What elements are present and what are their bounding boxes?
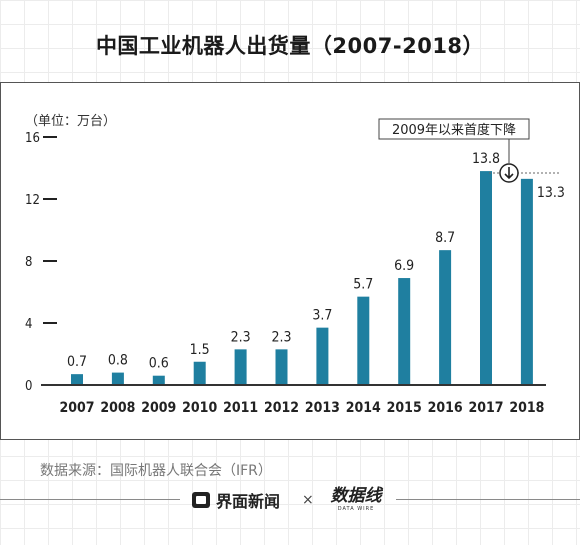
x-tick-label: 2010 — [182, 400, 217, 416]
down-arrow-glyph — [504, 167, 514, 180]
y-tick-label: 16 — [25, 131, 40, 146]
footer-rule-left — [0, 499, 180, 500]
bar-2015 — [398, 278, 411, 385]
y-tick-label: 8 — [25, 255, 32, 270]
bar-2008 — [111, 372, 124, 385]
y-axis: 0 4 8 12 16 — [25, 131, 57, 394]
jiemian-logo-icon — [192, 492, 210, 508]
brand-datawire: 数据线 DATA WIRE — [330, 486, 382, 514]
x-tick-label: 2013 — [305, 400, 340, 416]
y-tick-label: 4 — [25, 317, 32, 332]
annotation-box — [378, 118, 530, 140]
value-label: 0.7 — [67, 354, 87, 370]
source-note: 数据来源：国际机器人联合会（IFR） — [40, 463, 272, 479]
bar-2016 — [439, 250, 452, 385]
bar-2017 — [480, 171, 492, 385]
bar-chart: （单位：万台） 0 4 8 12 16 0.7 0.8 0.6 1.5 2.3 2.3 3.7 5.7… — [25, 114, 565, 416]
brand-jiemian: 界面新闻 — [192, 486, 280, 514]
brand-datawire-sub: DATA WIRE — [337, 506, 375, 512]
footer-rule-right — [396, 499, 580, 500]
value-label: 0.6 — [149, 356, 169, 372]
chart-title: 中国工业机器人出货量（2007-2018） — [95, 34, 485, 58]
x-tick-label: 2015 — [387, 400, 422, 416]
x-axis-labels: 2007 2008 2009 2010 2011 2012 2013 2014 2015 2016… — [59, 400, 544, 416]
bar-2009 — [152, 375, 165, 385]
brand-jiemian-text: 界面新闻 — [216, 492, 281, 511]
bar-2007 — [71, 374, 83, 385]
x-tick-label: 2012 — [264, 400, 299, 416]
brand-separator: × — [302, 492, 314, 508]
x-tick-label: 2007 — [59, 400, 94, 416]
annotation-callout: 2009年以来首度下降 — [378, 118, 561, 183]
value-label: 3.7 — [312, 308, 332, 324]
value-label: 5.7 — [353, 277, 373, 293]
x-tick-label: 2011 — [223, 400, 258, 416]
bar-2013 — [316, 327, 329, 385]
bars — [71, 171, 533, 385]
bar-2012 — [275, 349, 288, 385]
y-tick-label: 0 — [25, 379, 32, 394]
footer-branding: 界面新闻 × 数据线 DATA WIRE — [0, 486, 580, 514]
value-labels: 0.7 0.8 0.6 1.5 2.3 2.3 3.7 5.7 6.9 8.7 13.8 13.3 — [67, 151, 565, 372]
x-tick-label: 2016 — [428, 400, 463, 416]
value-label: 0.8 — [108, 353, 128, 369]
annotation-text: 2009年以来首度下降 — [392, 122, 516, 138]
brand-datawire-text: 数据线 — [330, 486, 382, 506]
unit-label: （单位：万台） — [25, 114, 116, 129]
value-label: 8.7 — [435, 230, 455, 246]
x-tick-label: 2018 — [509, 400, 544, 416]
bar-2014 — [357, 296, 370, 385]
x-tick-label: 2017 — [468, 400, 503, 416]
y-tick-label: 12 — [25, 193, 40, 208]
value-label: 2.3 — [231, 329, 251, 345]
chart-panel: （单位：万台） 0 4 8 12 16 0.7 0.8 0.6 1.5 2.3 2.3 3.7 5.7… — [0, 82, 580, 440]
value-label: 6.9 — [394, 258, 414, 274]
x-tick-label: 2014 — [346, 400, 381, 416]
value-label: 13.3 — [537, 185, 565, 201]
value-label: 13.8 — [472, 151, 500, 167]
bar-2010 — [193, 361, 206, 385]
value-label: 1.5 — [190, 342, 210, 358]
x-tick-label: 2009 — [141, 400, 176, 416]
x-tick-label: 2008 — [100, 400, 135, 416]
bar-2018 — [520, 178, 533, 385]
bar-2011 — [234, 349, 247, 385]
value-label: 2.3 — [271, 329, 291, 345]
